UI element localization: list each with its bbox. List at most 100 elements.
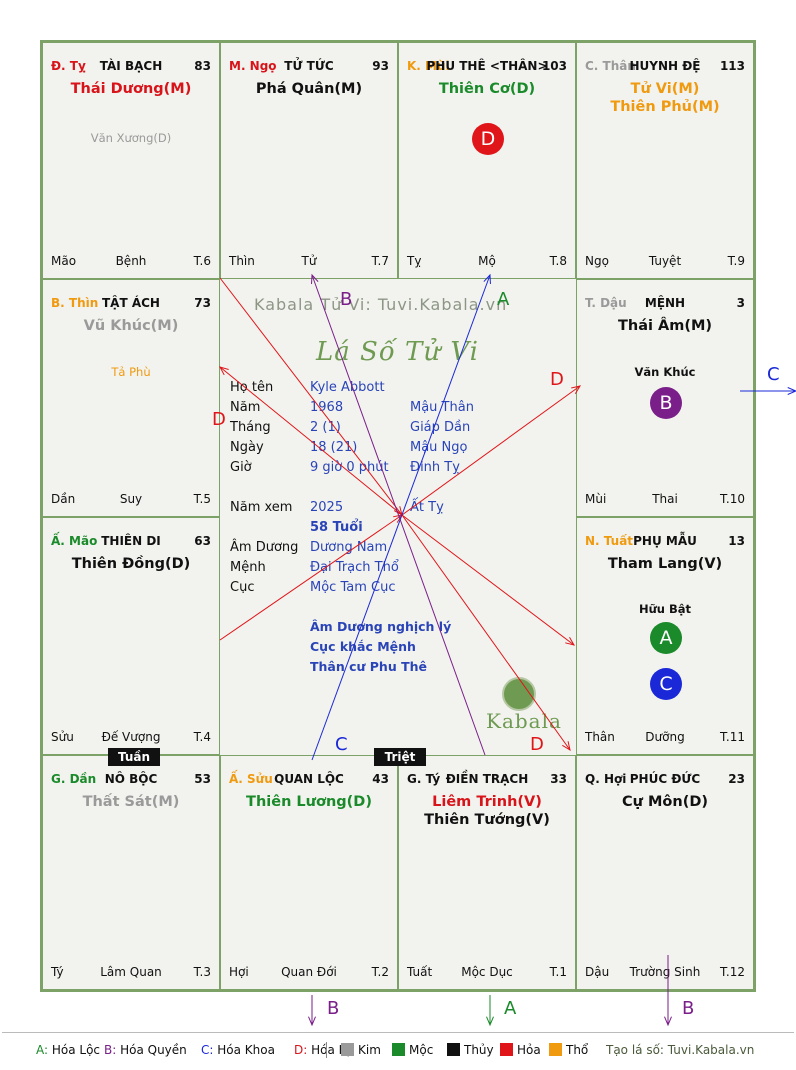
palace-branch: Tỵ xyxy=(407,254,422,268)
minor-star: Văn Khúc xyxy=(634,365,696,379)
label-c: C xyxy=(335,734,348,755)
main-stars: Vũ Khúc(M) xyxy=(43,317,219,335)
center-note: Âm Dương nghịch lý xyxy=(310,619,452,634)
palace-number: 73 xyxy=(194,296,211,310)
main-star: Thiên Phủ(M) xyxy=(610,99,720,115)
palace-number: 23 xyxy=(728,772,745,786)
palace-footer: Mùi Thai T.10 xyxy=(585,492,745,508)
transformation-badge-c: C xyxy=(650,668,682,700)
main-stars: Thiên Cơ(D) xyxy=(399,80,575,98)
info-value: 2025 xyxy=(310,500,344,515)
palace-header: G. Tý ĐIỀN TRẠCH 33 xyxy=(407,772,567,788)
info-key: Giờ xyxy=(230,460,252,475)
palace-position: B. Thìn xyxy=(51,296,99,310)
palace-age-range: T.9 xyxy=(727,254,745,268)
legend-item: A: Hóa Lộc xyxy=(36,1043,100,1057)
element-name: Hỏa xyxy=(517,1043,541,1057)
transformation-badge-d: D xyxy=(472,123,504,155)
palace-dan[interactable]: G. Dần NÔ BỘC 53 Thất Sát(M) Tý Lâm Quan T.3 xyxy=(42,755,220,990)
main-stars: Thái Dương(M) xyxy=(43,80,219,98)
main-star: Thiên Cơ(D) xyxy=(438,81,536,97)
info-value-alt: Mậu Thân xyxy=(410,400,474,415)
element-name: Thủy xyxy=(464,1043,494,1057)
palace-header: G. Dần NÔ BỘC 53 xyxy=(51,772,211,788)
line-d-3 xyxy=(219,514,403,641)
palace-footer: Dần Suy T.5 xyxy=(51,492,211,508)
palace-stage: Tuyệt xyxy=(648,254,682,268)
palace-name: THIÊN DI xyxy=(101,534,161,548)
palace-stage: Tử xyxy=(301,254,317,268)
line-b-2-arrowhead xyxy=(308,1016,316,1027)
palace-number: 83 xyxy=(194,59,211,73)
line-d-4-arrowhead xyxy=(562,741,571,752)
palace-stage: Thai xyxy=(652,492,678,506)
label-d: D xyxy=(550,369,564,390)
element-item: Hỏa xyxy=(500,1043,541,1057)
element-swatch xyxy=(341,1043,354,1056)
line-c-1-arrowhead xyxy=(483,273,491,285)
palace-ty2[interactable]: G. Tý ĐIỀN TRẠCH 33 Liêm Trinh(V) Thiên Tướn… xyxy=(398,755,576,990)
palace-ty[interactable]: Đ. Tỵ TÀI BẠCH 83 Thái Dương(M) Văn Xương(D)… xyxy=(42,42,220,279)
palace-name: HUYNH ĐỆ xyxy=(629,59,701,73)
palace-name: PHỤ MẪU xyxy=(633,534,697,548)
info-value: Dương Nam xyxy=(310,540,388,555)
info-value: 1968 xyxy=(310,400,344,415)
main-star: Tử Vi(M) xyxy=(630,81,700,97)
palace-header: Q. Hợi PHÚC ĐỨC 23 xyxy=(585,772,745,788)
kabala-logo: Kabala xyxy=(486,709,562,733)
main-star: Thái Dương(M) xyxy=(70,81,192,97)
palace-age-range: T.7 xyxy=(371,254,389,268)
palace-branch: Mão xyxy=(51,254,77,268)
palace-ngo[interactable]: M. Ngọ TỬ TỨC 93 Phá Quân(M) Thìn Tử T.7 xyxy=(220,42,398,279)
center-note: Cục khắc Mệnh xyxy=(310,639,416,654)
palace-position: M. Ngọ xyxy=(229,59,277,73)
palace-than[interactable]: C. Thân HUYNH ĐỆ 113 Tử Vi(M) Thiên Phủ(M) Ng… xyxy=(576,42,754,279)
palace-stage: Đế Vượng xyxy=(101,730,161,744)
palace-position: N. Tuất xyxy=(585,534,634,548)
palace-branch: Dậu xyxy=(585,965,610,979)
main-star: Tham Lang(V) xyxy=(607,556,723,572)
palace-footer: Thìn Tử T.7 xyxy=(229,254,389,270)
palace-suu[interactable]: Ấ. Sửu QUAN LỘC 43 Thiên Lương(D) Hợi Quan Đớ… xyxy=(220,755,398,990)
legend-key: A: xyxy=(36,1043,49,1057)
palace-age-range: T.2 xyxy=(371,965,389,979)
palace-header: Ấ. Mão THIÊN DI 63 xyxy=(51,534,211,550)
info-key: Ngày xyxy=(230,440,264,455)
palace-name: NÔ BỘC xyxy=(104,772,158,786)
main-stars: Tử Vi(M) Thiên Phủ(M) xyxy=(577,80,753,116)
legend-text: Hóa Quyền xyxy=(116,1043,187,1057)
palace-age-range: T.3 xyxy=(193,965,211,979)
palace-number: 103 xyxy=(541,59,567,73)
palace-mui[interactable]: K. Mùi PHU THÊ <THÂN> 103 Thiên Cơ(D) D Tỵ Mộ T… xyxy=(398,42,576,279)
palace-position: Đ. Tỵ xyxy=(51,59,86,73)
main-stars: Liêm Trinh(V) Thiên Tướng(V) xyxy=(399,793,575,829)
legend-item: D: Hóa Kị xyxy=(294,1043,350,1057)
info-value: Đại Trạch Thổ xyxy=(310,560,399,575)
line-d-1-arrowhead xyxy=(219,366,229,376)
palace-stage: Quan Đới xyxy=(281,965,337,979)
element-name: Kim xyxy=(358,1043,381,1057)
palace-header: N. Tuất PHỤ MẪU 13 xyxy=(585,534,745,550)
legend-separator xyxy=(326,1042,327,1058)
minor-star: Tả Phù xyxy=(111,365,151,379)
info-value: 2 (1) xyxy=(310,420,341,435)
info-key: Mệnh xyxy=(230,560,266,575)
palace-name: MỆNH xyxy=(644,296,686,310)
palace-name: PHU THÊ <THÂN> xyxy=(426,59,548,73)
palace-tuat[interactable]: N. Tuất PHỤ MẪU 13 Tham Lang(V) Hữu Bật A C Thâ… xyxy=(576,517,754,755)
palace-header: Đ. Tỵ TÀI BẠCH 83 xyxy=(51,59,211,75)
palace-header: B. Thìn TẬT ÁCH 73 xyxy=(51,296,211,312)
palace-stage: Mộ xyxy=(478,254,496,268)
palace-header: Ấ. Sửu QUAN LỘC 43 xyxy=(229,772,389,788)
palace-hoi[interactable]: Q. Hợi PHÚC ĐỨC 23 Cự Môn(D) Dậu Trường Sinh T… xyxy=(576,755,754,990)
label-c: C xyxy=(767,364,780,385)
palace-position: Ấ. Mão xyxy=(51,534,98,548)
label-d: D xyxy=(212,409,226,430)
palace-name: PHÚC ĐỨC xyxy=(629,772,701,786)
kabala-tree-icon xyxy=(502,677,536,711)
legend-credit: Tạo lá số: Tuvi.Kabala.vn xyxy=(606,1043,755,1057)
palace-dau[interactable]: T. Dậu MỆNH 3 Thái Âm(M) Văn Khúc B Mùi Thai T.1… xyxy=(576,279,754,517)
palace-header: M. Ngọ TỬ TỨC 93 xyxy=(229,59,389,75)
legend-divider xyxy=(2,1032,794,1033)
palace-thin[interactable]: B. Thìn TẬT ÁCH 73 Vũ Khúc(M) Tả Phù Dần Suy T.… xyxy=(42,279,220,517)
